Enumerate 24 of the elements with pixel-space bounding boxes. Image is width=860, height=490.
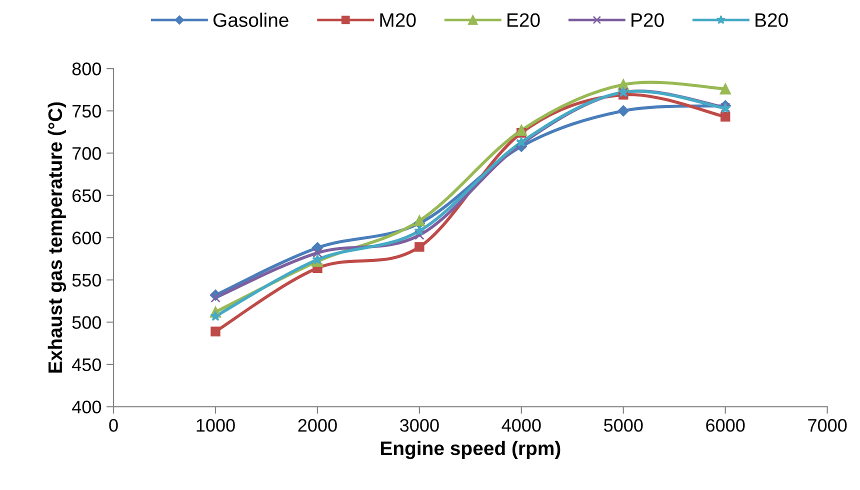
x-tick-label: 3000: [400, 418, 439, 432]
x-axis-title: Engine speed (rpm): [380, 440, 560, 460]
legend-label: Gasoline: [213, 12, 288, 27]
x-tick-label: 6000: [706, 418, 745, 432]
y-tick-label: 500: [72, 316, 102, 329]
x-tick-label: 2000: [298, 418, 337, 432]
x-tick-label: 1000: [196, 418, 235, 432]
legend-label: E20: [508, 13, 540, 27]
x-tick-label: 7000: [808, 418, 847, 432]
x-tick-label: 4000: [502, 418, 541, 432]
y-axis-title: Exhaust gas temperature (°C): [48, 102, 66, 373]
y-tick-label: 450: [72, 358, 102, 372]
legend-label: B20: [756, 13, 788, 27]
y-tick-label: 750: [72, 104, 102, 118]
y-tick-label: 650: [72, 189, 102, 202]
y-tick-label: 800: [72, 62, 102, 76]
y-tick-label: 700: [72, 147, 102, 160]
y-tick-label: 550: [72, 274, 102, 287]
y-tick-label: 600: [72, 232, 102, 244]
y-tick-label: 400: [72, 400, 102, 414]
x-tick-label: 0: [109, 418, 118, 432]
x-tick-label: 5000: [604, 418, 643, 432]
legend-label: P20: [632, 13, 664, 27]
legend-label: M20: [380, 13, 416, 27]
